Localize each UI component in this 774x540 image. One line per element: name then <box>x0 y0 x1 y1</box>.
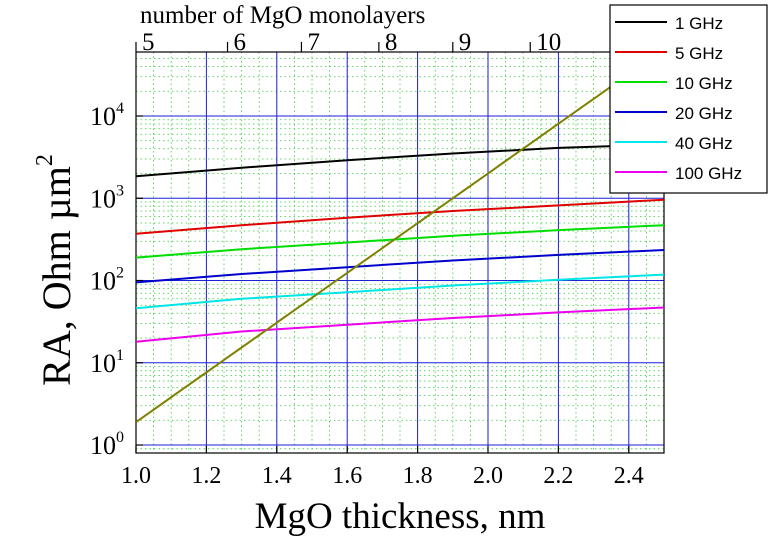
x-axis-ticks: 1.0 1.2 1.4 1.6 1.8 2.0 2.2 2.4 <box>121 446 644 489</box>
series-line-20-ghz <box>136 249 664 284</box>
y-axis-title: RA, Ohm µm2 <box>32 154 79 386</box>
series-line-5-ghz <box>136 198 664 235</box>
x-tick-label: 2.0 <box>473 463 503 489</box>
top-axis-ticks: 5 6 7 8 9 10 <box>135 29 561 56</box>
y-tick-label: 100 <box>90 429 124 460</box>
series-line-100-ghz <box>136 306 664 343</box>
x-tick-label: 2.2 <box>543 463 573 489</box>
legend-label: 5 GHz <box>675 44 723 63</box>
legend-label: 20 GHz <box>675 104 733 123</box>
x-tick-label: 2.4 <box>614 463 644 489</box>
legend-label: 10 GHz <box>675 74 733 93</box>
series-line-unlabeled <box>136 52 662 423</box>
legend-label: 40 GHz <box>675 134 733 153</box>
x-tick-label: 1.2 <box>191 463 221 489</box>
top-tick-label: 7 <box>307 29 320 56</box>
series-line-1-ghz <box>136 143 664 178</box>
legend-label: 1 GHz <box>675 14 723 33</box>
series-line-10-ghz <box>136 224 664 259</box>
x-tick-label: 1.4 <box>262 463 292 489</box>
top-tick-label: 10 <box>536 29 561 56</box>
y-tick-label: 104 <box>90 100 124 131</box>
y-tick-label: 102 <box>90 265 124 296</box>
y-tick-label: 103 <box>90 182 124 213</box>
legend-box <box>609 4 768 194</box>
series-line-40-ghz <box>136 273 664 310</box>
top-axis-title: number of MgO monolayers <box>140 2 425 29</box>
y-axis-title-main: RA, Ohm µm <box>34 166 79 386</box>
top-tick-label: 6 <box>234 29 247 56</box>
x-axis-title: MgO thickness, nm <box>255 496 546 537</box>
y-axis-ticks: 100 101 102 103 104 <box>90 100 143 460</box>
top-tick-label: 5 <box>142 29 155 56</box>
x-tick-label: 1.8 <box>403 463 433 489</box>
legend: 1 GHz 5 GHz 10 GHz 20 GHz 40 GHz 100 GHz <box>609 4 768 194</box>
x-tick-label: 1.6 <box>332 463 362 489</box>
y-axis-title-superscript: 2 <box>32 154 58 166</box>
series-lines <box>136 52 664 423</box>
legend-label: 100 GHz <box>675 164 742 183</box>
top-tick-label: 8 <box>385 29 398 56</box>
y-tick-label: 101 <box>90 347 124 378</box>
major-grid <box>135 52 664 453</box>
minor-grid <box>135 51 665 454</box>
plot-frame <box>135 51 665 454</box>
top-tick-label: 9 <box>459 29 472 56</box>
x-tick-label: 1.0 <box>121 463 151 489</box>
